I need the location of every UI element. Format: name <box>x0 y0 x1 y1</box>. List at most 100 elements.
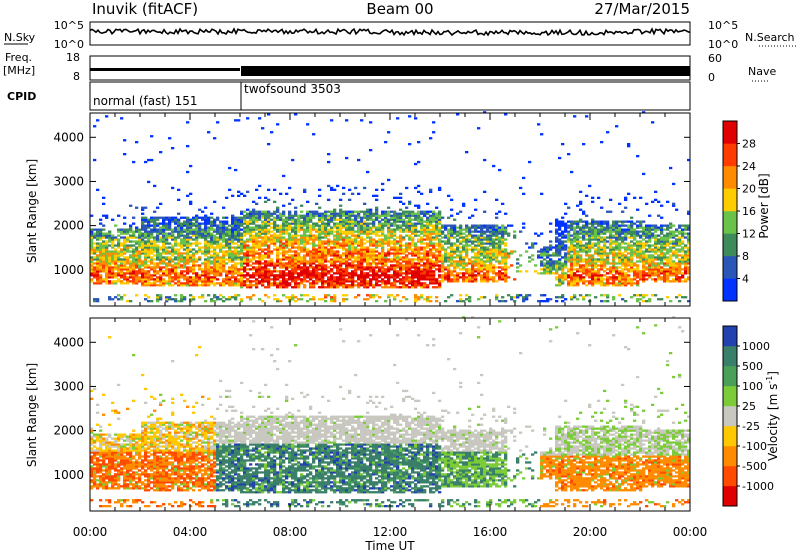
range-gate-cell <box>162 258 166 261</box>
range-gate-cell <box>285 262 289 265</box>
range-gate-cell <box>231 214 235 217</box>
range-gate-cell <box>234 250 238 253</box>
range-gate-cell <box>597 254 601 257</box>
range-gate-cell <box>465 224 469 227</box>
range-gate-cell <box>186 228 190 231</box>
range-gate-cell <box>414 228 418 231</box>
range-gate-cell <box>237 254 241 257</box>
range-gate-cell <box>348 188 352 191</box>
range-gate-cell <box>330 270 334 273</box>
range-gate-cell <box>369 226 373 229</box>
range-gate-cell <box>186 282 190 285</box>
range-gate-cell <box>144 228 148 231</box>
range-gate-cell <box>552 262 556 265</box>
range-gate-cell <box>282 250 286 253</box>
range-gate-cell <box>171 220 175 223</box>
range-gate-cell <box>102 260 106 263</box>
range-gate-cell <box>591 272 595 275</box>
range-gate-cell <box>333 208 337 211</box>
range-gate-cell <box>384 262 388 265</box>
range-gate-cell <box>540 252 544 255</box>
range-gate-cell <box>411 252 415 255</box>
range-gate-cell <box>372 220 376 223</box>
range-gate-cell <box>378 284 382 287</box>
range-gate-cell <box>174 244 178 247</box>
range-gate-cell <box>264 260 268 263</box>
range-gate-cell <box>186 216 190 219</box>
range-gate-cell <box>351 254 355 257</box>
range-gate-cell <box>231 256 235 259</box>
range-gate-cell <box>249 218 253 221</box>
range-gate-cell <box>474 264 478 267</box>
range-gate-cell <box>375 214 379 217</box>
range-gate-cell <box>369 278 373 281</box>
range-gate-cell <box>570 260 574 263</box>
range-gate-cell <box>330 230 334 233</box>
range-gate-cell <box>432 246 436 249</box>
range-gate-cell <box>360 272 364 275</box>
range-gate-cell <box>189 276 193 279</box>
range-gate-cell <box>297 298 301 301</box>
range-gate-cell <box>510 296 514 299</box>
range-gate-cell <box>462 250 466 253</box>
range-gate-cell <box>237 274 241 277</box>
nsky-label: N.Sky <box>4 31 36 44</box>
range-gate-cell <box>564 252 568 255</box>
range-gate-cell <box>339 260 343 263</box>
range-gate-cell <box>207 226 211 229</box>
range-gate-cell <box>183 242 187 245</box>
range-gate-cell <box>123 276 127 279</box>
range-gate-cell <box>129 234 133 237</box>
range-gate-cell <box>471 246 475 249</box>
range-gate-cell <box>156 234 160 237</box>
range-gate-cell <box>441 278 445 281</box>
range-gate-cell <box>126 270 130 273</box>
range-gate-cell <box>408 214 412 217</box>
range-gate-cell <box>381 264 385 267</box>
range-gate-cell <box>441 232 445 235</box>
range-gate-cell <box>357 264 361 267</box>
range-gate-cell <box>387 278 391 281</box>
range-gate-cell <box>261 244 265 247</box>
range-gate-cell <box>252 250 256 253</box>
range-gate-cell <box>399 252 403 255</box>
range-gate-cell <box>489 242 493 245</box>
range-gate-cell <box>342 236 346 239</box>
range-gate-cell <box>354 240 358 243</box>
range-gate-cell <box>321 244 325 247</box>
range-gate-cell <box>243 256 247 259</box>
range-gate-cell <box>582 228 586 231</box>
range-gate-cell <box>405 242 409 245</box>
range-gate-cell <box>585 252 589 255</box>
range-gate-cell <box>600 256 604 259</box>
range-gate-cell <box>246 212 250 215</box>
range-gate-cell <box>147 280 151 283</box>
range-gate-cell <box>201 222 205 225</box>
range-gate-cell <box>186 276 190 279</box>
range-gate-cell <box>321 268 325 271</box>
range-gate-cell <box>291 258 295 261</box>
range-gate-cell <box>105 270 109 273</box>
range-gate-cell <box>171 278 175 281</box>
range-gate-cell <box>234 242 238 245</box>
range-gate-cell <box>246 248 250 251</box>
range-gate-cell <box>486 230 490 233</box>
range-gate-cell <box>393 234 397 237</box>
range-gate-cell <box>225 228 229 231</box>
range-gate-cell <box>426 266 430 269</box>
range-gate-cell <box>108 266 112 269</box>
range-gate-cell <box>378 224 382 227</box>
range-gate-cell <box>186 278 190 281</box>
range-gate-cell <box>240 232 244 235</box>
range-gate-cell <box>576 242 580 245</box>
range-gate-cell <box>108 244 112 247</box>
range-gate-cell <box>486 260 490 263</box>
range-gate-cell <box>501 230 505 233</box>
range-gate-cell <box>411 286 415 289</box>
range-gate-cell <box>123 260 127 263</box>
range-gate-cell <box>246 224 250 227</box>
range-gate-cell <box>186 272 190 275</box>
range-gate-cell <box>447 296 451 299</box>
range-gate-cell <box>225 196 229 199</box>
range-gate-cell <box>435 206 439 209</box>
